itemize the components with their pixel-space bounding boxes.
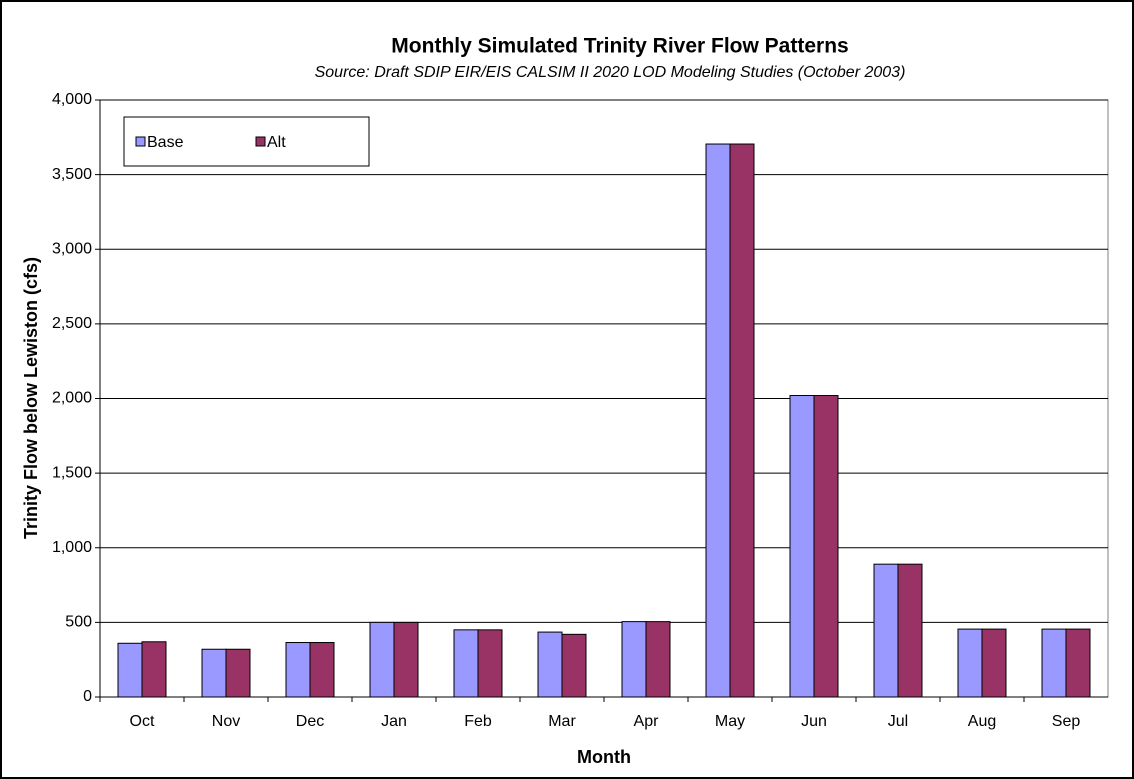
bar <box>453 629 479 698</box>
y-tick-label: 500 <box>65 614 92 631</box>
bar <box>1041 628 1067 698</box>
x-tick-label: Aug <box>968 713 996 730</box>
chart-subtitle: Source: Draft SDIP EIR/EIS CALSIM II 202… <box>315 64 906 81</box>
bar <box>225 648 251 698</box>
x-tick-label: Oct <box>130 713 155 730</box>
y-tick-label: 3,500 <box>52 166 92 183</box>
x-tick-label: Dec <box>296 713 324 730</box>
x-axis-label: Month <box>577 747 631 767</box>
bar <box>873 563 899 698</box>
bar <box>309 642 335 698</box>
x-tick-label: Nov <box>212 713 240 730</box>
bar <box>393 621 419 698</box>
bar <box>957 628 983 698</box>
y-tick-label: 3,000 <box>52 240 92 257</box>
x-tick-label: Jul <box>888 713 908 730</box>
legend-swatch <box>135 136 146 147</box>
bar <box>1065 628 1091 698</box>
legend-label: Alt <box>267 134 286 151</box>
x-tick-label: Sep <box>1052 713 1081 730</box>
bar <box>285 642 311 698</box>
bar <box>621 621 647 698</box>
bar <box>117 642 143 698</box>
bar <box>561 633 587 698</box>
bar <box>537 631 563 698</box>
bar <box>813 395 839 698</box>
y-tick-label: 0 <box>83 688 92 705</box>
y-tick-label: 2,000 <box>52 390 92 407</box>
x-tick-label: Mar <box>548 713 576 730</box>
y-tick-label: 2,500 <box>52 315 92 332</box>
bar <box>897 563 923 698</box>
bar <box>981 628 1007 698</box>
x-tick-label: Jan <box>381 713 407 730</box>
legend-label: Base <box>147 134 184 151</box>
x-tick-label: Feb <box>464 713 492 730</box>
bar <box>477 629 503 698</box>
y-tick-label: 1,500 <box>52 464 92 481</box>
x-tick-label: Jun <box>801 713 827 730</box>
bar <box>141 641 167 698</box>
bar <box>705 143 731 698</box>
x-tick-label: May <box>715 713 745 730</box>
chart-title: Monthly Simulated Trinity River Flow Pat… <box>391 35 848 58</box>
bar <box>729 143 755 698</box>
x-tick-label: Apr <box>634 713 660 730</box>
legend-swatch <box>255 136 266 147</box>
y-tick-label: 4,000 <box>52 91 92 108</box>
y-axis-label: Trinity Flow below Lewiston (cfs) <box>21 257 41 539</box>
bar <box>369 621 395 698</box>
bar <box>645 621 671 698</box>
bar <box>201 648 227 698</box>
y-tick-label: 1,000 <box>52 539 92 556</box>
bar <box>789 395 815 698</box>
legend-box <box>123 116 370 167</box>
